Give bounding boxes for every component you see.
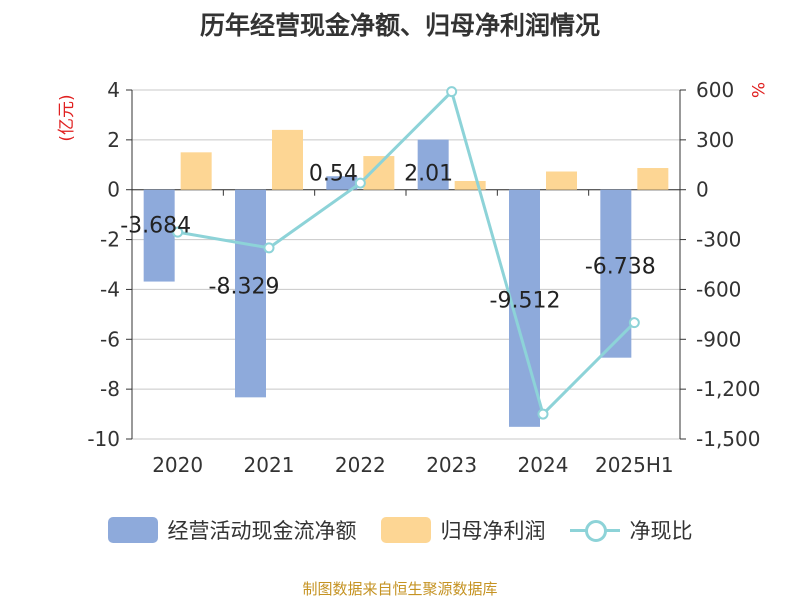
bar-profit (637, 168, 669, 190)
left-tick-label: -8 (100, 377, 120, 401)
right-tick-label: -1,200 (696, 377, 760, 401)
right-tick-label: -900 (696, 327, 741, 351)
bar-profit (180, 152, 212, 190)
right-tick-label: 600 (696, 78, 734, 102)
category-label: 2022 (335, 453, 386, 477)
legend-label-ratio: 净现比 (629, 519, 693, 543)
circle-marker-icon (569, 517, 620, 543)
bar-cashflow (326, 176, 358, 190)
bar-data-label: -9.512 (490, 289, 561, 314)
legend-swatch-profit (380, 517, 431, 543)
legend-item-cashflow[interactable]: 经营活动现金流净额 (107, 515, 357, 545)
category-label: 2025H1 (595, 453, 674, 477)
right-tick-label: 300 (696, 128, 734, 152)
bar-data-label: 2.01 (404, 162, 453, 187)
bar-data-label: -8.329 (209, 275, 280, 300)
chart-legend: 经营活动现金流净额 归母净利润 净现比 (0, 515, 800, 545)
bar-profit (454, 180, 486, 190)
right-tick-label: -300 (696, 228, 741, 252)
legend-label-profit: 归母净利润 (440, 519, 546, 543)
left-tick-label: -10 (87, 427, 120, 451)
right-tick-label: -1,500 (696, 427, 760, 451)
category-label: 2024 (518, 453, 569, 477)
legend-swatch-cashflow (107, 517, 158, 543)
line-ratio-point (446, 86, 458, 98)
bar-profit (363, 156, 395, 190)
left-axis-label: (亿元) (57, 94, 77, 141)
bar-data-label: -3.684 (120, 214, 191, 239)
right-tick-label: -600 (696, 277, 741, 301)
source-note: 制图数据来自恒生聚源数据库 (302, 580, 498, 598)
line-ratio-point (628, 317, 640, 329)
left-tick-label: 2 (107, 128, 120, 152)
bar-data-label: 0.54 (309, 162, 358, 187)
chart-plot: 4 2 0 -2 -4 -6 -8 -10 600 300 0 -300 -600 -900 -1,200 -… (57, 78, 767, 477)
left-tick-label: -4 (100, 277, 120, 301)
line-ratio-point (172, 226, 184, 238)
left-tick-label: -2 (100, 228, 120, 252)
legend-item-ratio[interactable]: 净现比 (569, 515, 693, 545)
bar-cashflow (143, 189, 175, 282)
bar-profit (272, 129, 303, 190)
left-tick-label: 4 (107, 78, 120, 102)
category-label: 2020 (152, 453, 203, 477)
category-label: 2023 (426, 453, 477, 477)
line-ratio-point (537, 408, 549, 420)
bar-cashflow (235, 189, 266, 398)
left-tick-label: -6 (100, 327, 120, 351)
bar-data-label: -6.738 (585, 255, 656, 280)
line-ratio-point (354, 177, 366, 189)
legend-item-profit[interactable]: 归母净利润 (380, 515, 546, 545)
legend-label-cashflow: 经营活动现金流净额 (167, 519, 357, 543)
chart-title: 历年经营现金净额、归母净利润情况 (199, 11, 600, 40)
left-tick-label: 0 (107, 178, 120, 202)
line-ratio-point (263, 242, 275, 254)
bar-profit (546, 171, 577, 190)
right-axis-label: % (747, 82, 767, 98)
line-ratio (177, 88, 636, 417)
category-label: 2021 (244, 453, 295, 477)
right-tick-label: 0 (696, 178, 709, 202)
bar-cashflow (417, 139, 449, 190)
